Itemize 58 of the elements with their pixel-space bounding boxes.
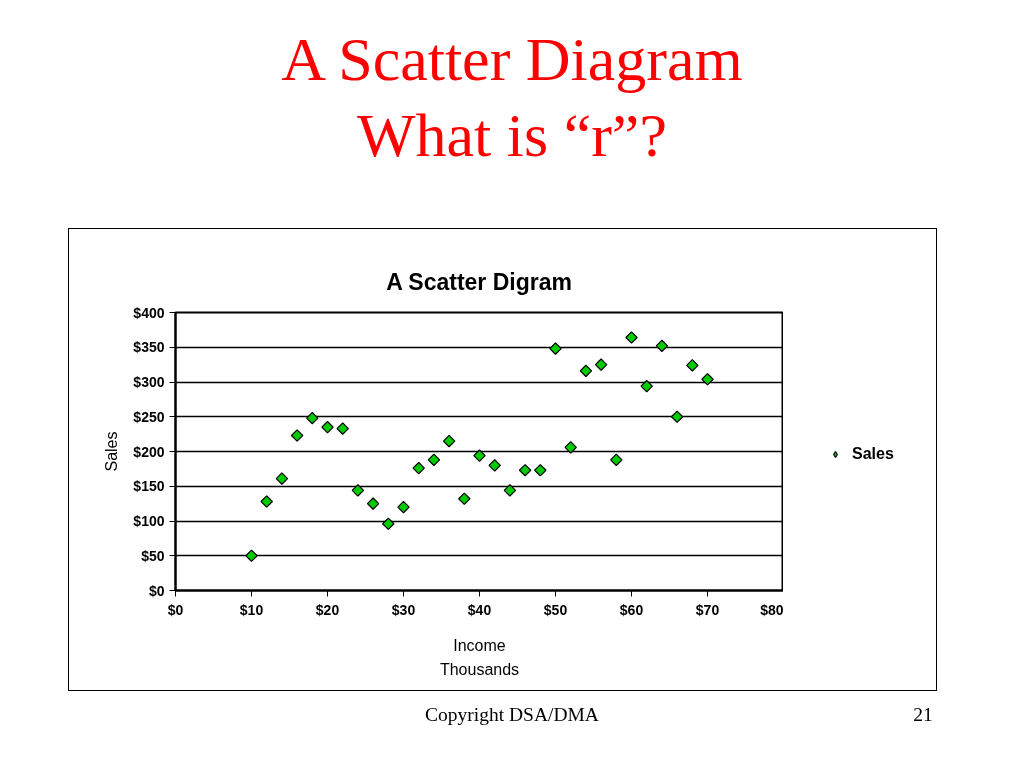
point	[458, 492, 471, 506]
y-axis-title: Sales	[103, 431, 121, 472]
x-tick-label: $40	[467, 601, 492, 618]
point	[321, 420, 334, 434]
text: Thousands	[439, 660, 520, 678]
point	[412, 461, 425, 475]
x-tick-label: $60	[619, 601, 644, 618]
x-tick-label: $80	[760, 601, 784, 618]
x-tick-label: $0	[167, 601, 184, 618]
text: What is “r”?	[356, 100, 668, 171]
y-tick-label: $50	[141, 547, 165, 564]
point	[625, 331, 638, 344]
y-tick-label: $0	[148, 582, 165, 599]
y-tick-label: $150	[133, 478, 165, 495]
text: A Scatter Diagram	[280, 24, 744, 95]
y-tick-label: $350	[133, 339, 165, 356]
point	[336, 422, 349, 435]
x-tick-label: $20	[315, 601, 340, 618]
x-tick-label: $10	[239, 601, 264, 618]
point	[503, 484, 517, 497]
point	[245, 549, 258, 563]
point	[594, 358, 608, 371]
text: Copyright DSA/DMA	[425, 703, 599, 727]
point	[701, 372, 714, 386]
point	[610, 453, 623, 467]
point	[427, 453, 441, 467]
y-tick-label: $300	[133, 374, 165, 390]
y-tick-label: $250	[133, 408, 165, 425]
x-axis-title: Income	[453, 636, 506, 654]
point	[549, 342, 562, 355]
point	[640, 379, 653, 393]
y-tick-label: $400	[133, 304, 165, 321]
point	[442, 434, 456, 448]
point	[534, 464, 547, 477]
x-tick-label: $70	[695, 601, 720, 618]
x-tick-label: $50	[543, 601, 568, 618]
point	[397, 500, 410, 514]
point	[275, 472, 289, 485]
chart-title: A Scatter Digram	[386, 268, 572, 295]
point	[366, 497, 380, 510]
y-tick-label: $200	[133, 443, 165, 460]
point	[655, 339, 669, 353]
point	[670, 410, 684, 424]
y-tick-label: $100	[133, 513, 165, 529]
point	[351, 484, 365, 497]
point	[488, 459, 501, 472]
point	[260, 495, 273, 508]
point	[382, 517, 395, 531]
point	[686, 359, 699, 372]
point	[564, 441, 577, 454]
point	[579, 364, 593, 378]
point	[518, 464, 532, 477]
x-tick-label: $30	[391, 601, 416, 618]
text: 21	[913, 703, 933, 727]
point	[290, 429, 304, 442]
point	[473, 449, 486, 462]
point	[306, 411, 319, 425]
legend-label: Sales	[852, 445, 894, 463]
